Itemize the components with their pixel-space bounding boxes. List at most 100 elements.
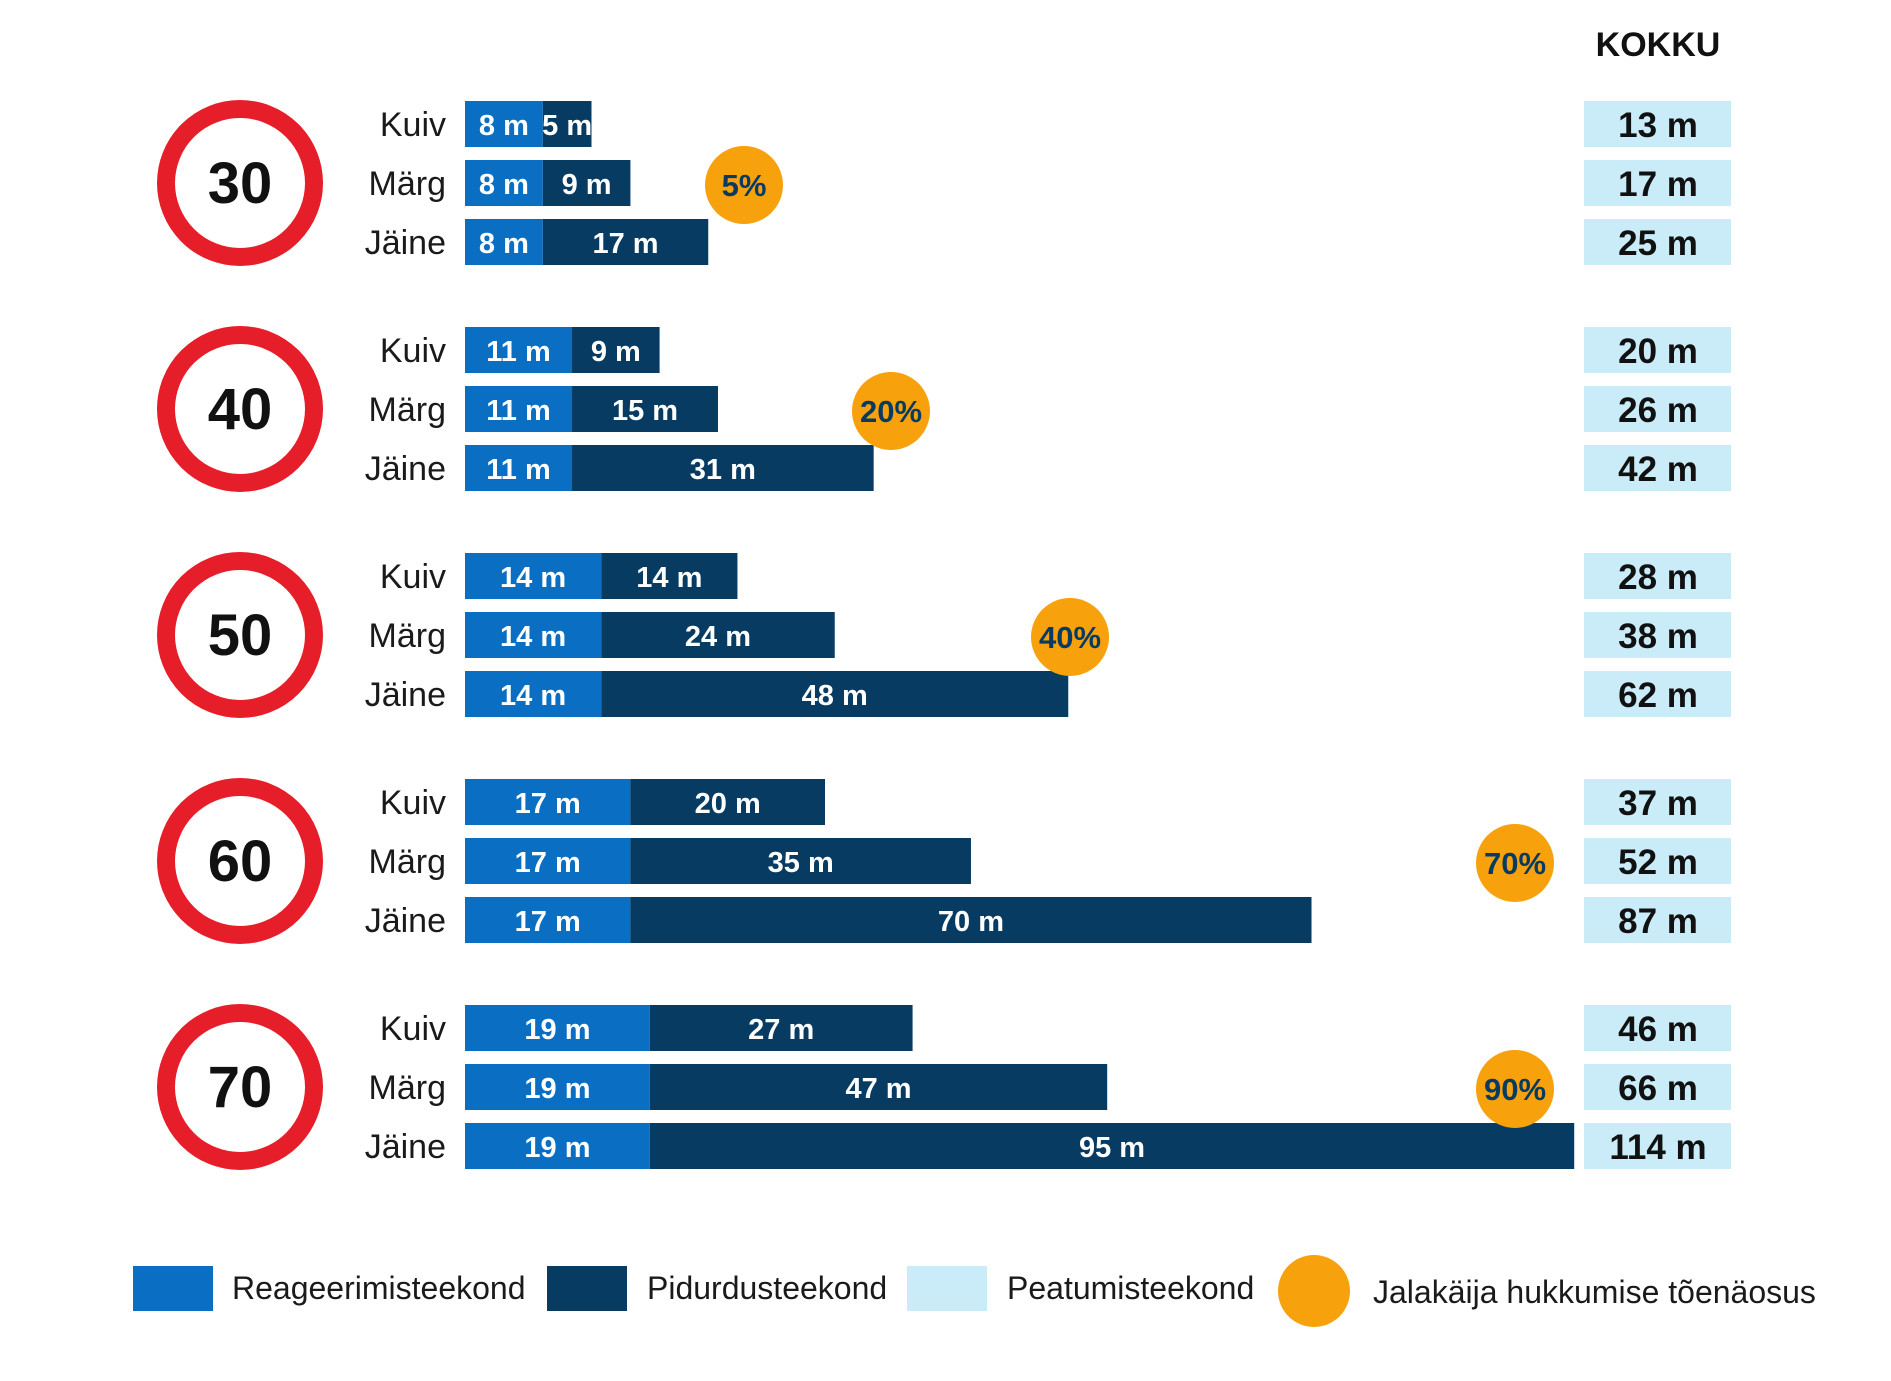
total-box bbox=[1584, 445, 1731, 491]
condition-label: Jäine bbox=[365, 224, 446, 262]
condition-label: Kuiv bbox=[380, 784, 446, 822]
braking-bar bbox=[630, 779, 826, 825]
reaction-bar bbox=[465, 671, 602, 717]
braking-bar bbox=[630, 897, 1312, 943]
condition-label: Märg bbox=[369, 165, 446, 203]
reaction-bar bbox=[465, 445, 573, 491]
condition-label: Kuiv bbox=[380, 558, 446, 596]
probability-badge bbox=[705, 146, 783, 224]
total-value-label: 114 m bbox=[1609, 1128, 1706, 1167]
total-box bbox=[1584, 1005, 1731, 1051]
reaction-bar bbox=[465, 1064, 650, 1110]
braking-bar bbox=[649, 1064, 1108, 1110]
speed-group-60: 60 Kuiv 17 m 20 m 37 m Märg 17 m 35 m 52 m Jäine 1… bbox=[157, 778, 1731, 944]
total-value-label: 17 m bbox=[1618, 165, 1698, 204]
probability-value-label: 90% bbox=[1484, 1072, 1546, 1107]
probability-value-label: 70% bbox=[1484, 846, 1546, 881]
reaction-bar bbox=[465, 160, 543, 206]
total-value-label: 37 m bbox=[1618, 784, 1698, 823]
speed-group-30: 30 Kuiv 8 m 5 m 13 m Märg 8 m 9 m 17 m Jäine 8 m 17… bbox=[157, 100, 1731, 266]
reaction-bar bbox=[465, 101, 543, 147]
legend-label-braking: Pidurdusteekond bbox=[647, 1270, 887, 1306]
braking-bar bbox=[542, 160, 631, 206]
reaction-bar bbox=[465, 612, 602, 658]
braking-bar bbox=[572, 445, 874, 491]
probability-badge bbox=[1476, 824, 1554, 902]
braking-value-label: 9 m bbox=[591, 336, 641, 368]
condition-label: Märg bbox=[369, 843, 446, 881]
reaction-value-label: 17 m bbox=[515, 788, 581, 820]
reaction-value-label: 19 m bbox=[524, 1014, 590, 1046]
probability-value-label: 40% bbox=[1039, 620, 1101, 655]
braking-value-label: 48 m bbox=[802, 680, 868, 712]
total-value-label: 87 m bbox=[1618, 902, 1698, 941]
braking-value-label: 47 m bbox=[845, 1073, 911, 1105]
speed-sign bbox=[157, 778, 323, 944]
speed-sign-value: 40 bbox=[208, 377, 273, 442]
braking-value-label: 9 m bbox=[562, 169, 612, 201]
reaction-value-label: 14 m bbox=[500, 562, 566, 594]
total-value-label: 38 m bbox=[1618, 617, 1698, 656]
reaction-value-label: 19 m bbox=[524, 1132, 590, 1164]
braking-value-label: 17 m bbox=[592, 228, 658, 260]
speed-group-70: 70 Kuiv 19 m 27 m 46 m Märg 19 m 47 m 66 m Jäine 1… bbox=[157, 1004, 1731, 1170]
condition-label: Kuiv bbox=[380, 1010, 446, 1048]
legend: Reageerimisteekond Pidurdusteekond Peatumi… bbox=[133, 1255, 1816, 1327]
total-value-label: 26 m bbox=[1618, 391, 1698, 430]
total-box bbox=[1584, 327, 1731, 373]
braking-value-label: 95 m bbox=[1079, 1132, 1145, 1164]
reaction-bar bbox=[465, 779, 631, 825]
total-box bbox=[1584, 386, 1731, 432]
reaction-value-label: 11 m bbox=[486, 454, 551, 486]
speed-sign bbox=[157, 1004, 323, 1170]
total-box bbox=[1584, 612, 1731, 658]
reaction-bar bbox=[465, 386, 573, 432]
braking-value-label: 35 m bbox=[768, 847, 834, 879]
condition-label: Kuiv bbox=[380, 332, 446, 370]
total-box bbox=[1584, 101, 1731, 147]
probability-value-label: 20% bbox=[860, 394, 922, 429]
speed-sign-value: 70 bbox=[208, 1055, 273, 1120]
braking-value-label: 20 m bbox=[695, 788, 761, 820]
braking-value-label: 27 m bbox=[748, 1014, 814, 1046]
condition-label: Jäine bbox=[365, 902, 446, 940]
reaction-value-label: 11 m bbox=[486, 336, 551, 368]
speed-sign-value: 50 bbox=[208, 603, 273, 668]
probability-value-label: 5% bbox=[722, 168, 767, 203]
braking-value-label: 5 m bbox=[542, 110, 592, 142]
total-box bbox=[1584, 553, 1731, 599]
total-box bbox=[1584, 160, 1731, 206]
braking-bar bbox=[601, 612, 835, 658]
total-box bbox=[1584, 1123, 1731, 1169]
total-value-label: 25 m bbox=[1618, 224, 1698, 263]
legend-swatch-probability bbox=[1278, 1255, 1350, 1327]
braking-value-label: 70 m bbox=[938, 906, 1004, 938]
reaction-value-label: 17 m bbox=[515, 906, 581, 938]
condition-label: Jäine bbox=[365, 450, 446, 488]
total-box bbox=[1584, 838, 1731, 884]
condition-label: Märg bbox=[369, 617, 446, 655]
speed-groups: 30 Kuiv 8 m 5 m 13 m Märg 8 m 9 m 17 m Jäine 8 m 17… bbox=[157, 100, 1731, 1170]
speed-sign bbox=[157, 552, 323, 718]
reaction-bar bbox=[465, 219, 543, 265]
legend-label-probability: Jalakäija hukkumise tõenäosus bbox=[1373, 1274, 1816, 1310]
total-box bbox=[1584, 219, 1731, 265]
speed-sign bbox=[157, 100, 323, 266]
braking-bar bbox=[572, 386, 718, 432]
braking-bar bbox=[649, 1005, 913, 1051]
braking-value-label: 24 m bbox=[685, 621, 751, 653]
reaction-value-label: 19 m bbox=[524, 1073, 590, 1105]
total-box bbox=[1584, 671, 1731, 717]
speed-group-40: 40 Kuiv 11 m 9 m 20 m Märg 11 m 15 m 26 m Jäine 11… bbox=[157, 326, 1731, 492]
total-box bbox=[1584, 779, 1731, 825]
condition-label: Märg bbox=[369, 1069, 446, 1107]
reaction-bar bbox=[465, 897, 631, 943]
braking-bar bbox=[601, 553, 738, 599]
braking-bar bbox=[572, 327, 660, 373]
total-value-label: 28 m bbox=[1618, 558, 1698, 597]
reaction-value-label: 11 m bbox=[486, 395, 551, 427]
speed-sign bbox=[157, 326, 323, 492]
reaction-bar bbox=[465, 1123, 650, 1169]
probability-badge bbox=[1476, 1050, 1554, 1128]
